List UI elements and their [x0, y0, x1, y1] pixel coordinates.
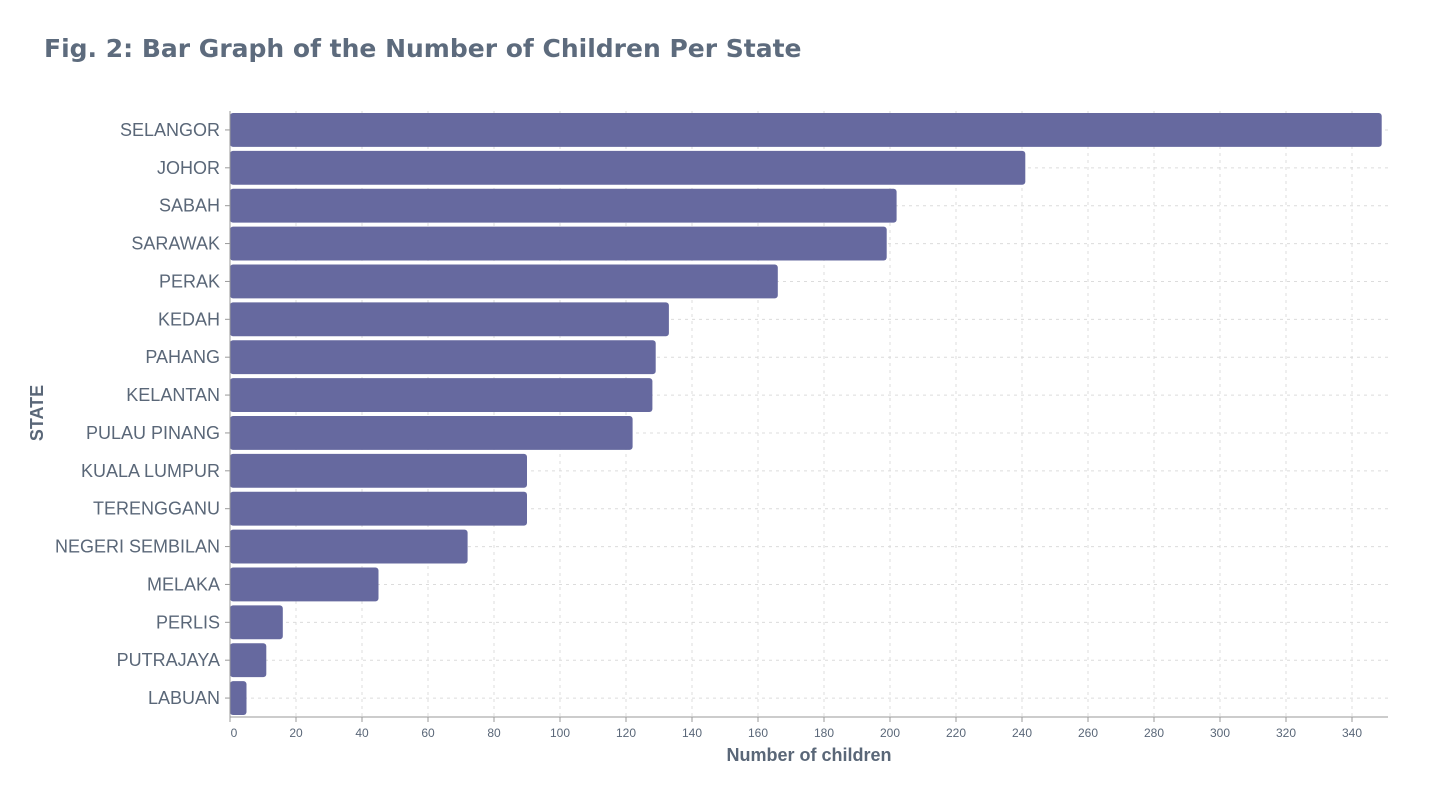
bar-perak: [230, 264, 778, 299]
bar-kuala-lumpur: [230, 453, 527, 488]
x-tick-label: 160: [748, 726, 768, 740]
y-tick-label: JOHOR: [157, 158, 220, 178]
bar-kelantan: [230, 378, 653, 412]
y-tick-label: KUALA LUMPUR: [81, 461, 220, 481]
bar-layer: [230, 113, 1382, 715]
bar-kedah: [230, 302, 669, 337]
y-tick-label: LABUAN: [148, 688, 220, 708]
x-tick-label: 60: [421, 726, 435, 740]
bar-perlis: [230, 605, 283, 640]
bar-negeri-sembilan: [230, 529, 468, 564]
x-tick-label: 240: [1012, 726, 1032, 740]
y-tick-label: PUTRAJAYA: [117, 650, 220, 670]
y-tick-label: MELAKA: [147, 574, 220, 594]
x-tick-label: 20: [289, 726, 303, 740]
x-tick-label: 260: [1078, 726, 1098, 740]
y-tick-label: PERAK: [159, 271, 220, 291]
y-axis-title: STATE: [27, 385, 47, 441]
x-tick-label: 220: [946, 726, 966, 740]
y-tick-label: KELANTAN: [126, 385, 220, 405]
x-tick-label: 180: [814, 726, 834, 740]
axis-layer: SELANGOR JOHOR SABAH SARAWAK PERAK KEDAH PAHAN…: [55, 111, 1388, 740]
x-tick-label: 120: [616, 726, 636, 740]
x-tick-label: 280: [1144, 726, 1164, 740]
x-tick-label: 140: [682, 726, 702, 740]
bar-melaka: [230, 567, 379, 602]
bar-labuan: [230, 681, 247, 715]
bar-johor: [230, 150, 1026, 185]
y-tick-label: PULAU PINANG: [86, 423, 220, 443]
bar-sabah: [230, 188, 897, 223]
x-tick-label: 320: [1276, 726, 1296, 740]
y-tick-label: NEGERI SEMBILAN: [55, 537, 220, 557]
bar-pahang: [230, 340, 656, 375]
y-tick-label: TERENGGANU: [93, 499, 220, 519]
bar-selangor: [230, 113, 1382, 147]
bar-pulau-pinang: [230, 416, 633, 450]
x-tick-label: 40: [355, 726, 369, 740]
y-tick-label: SABAH: [159, 196, 220, 216]
chart-title: Fig. 2: Bar Graph of the Number of Child…: [44, 34, 802, 63]
y-tick-label: PAHANG: [145, 347, 220, 367]
x-tick-label: 100: [550, 726, 570, 740]
y-tick-label: PERLIS: [156, 612, 220, 632]
x-tick-label: 80: [487, 726, 501, 740]
x-tick-label: 200: [880, 726, 900, 740]
x-tick-label: 0: [231, 726, 238, 740]
y-tick-label: SELANGOR: [120, 120, 220, 140]
y-tick-label: KEDAH: [158, 309, 220, 329]
bar-sarawak: [230, 226, 887, 261]
bar-putrajaya: [230, 643, 267, 678]
bar-terengganu: [230, 491, 527, 526]
x-tick-label: 340: [1342, 726, 1362, 740]
x-axis-title: Number of children: [726, 745, 891, 765]
x-tick-label: 300: [1210, 726, 1230, 740]
y-tick-label: SARAWAK: [131, 234, 220, 254]
